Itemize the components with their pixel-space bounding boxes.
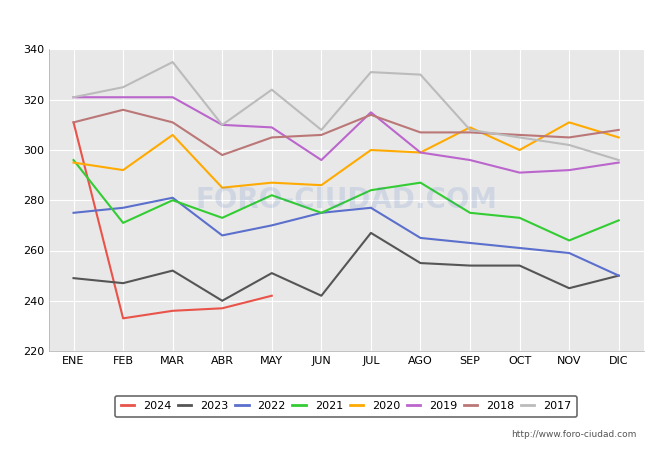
Legend: 2024, 2023, 2022, 2021, 2020, 2019, 2018, 2017: 2024, 2023, 2022, 2021, 2020, 2019, 2018… xyxy=(115,396,577,417)
Text: FORO-CIUDAD.COM: FORO-CIUDAD.COM xyxy=(195,186,497,214)
Text: http://www.foro-ciudad.com: http://www.foro-ciudad.com xyxy=(512,430,637,439)
Text: Afiliados en Ahillones a 31/5/2024: Afiliados en Ahillones a 31/5/2024 xyxy=(172,11,478,29)
